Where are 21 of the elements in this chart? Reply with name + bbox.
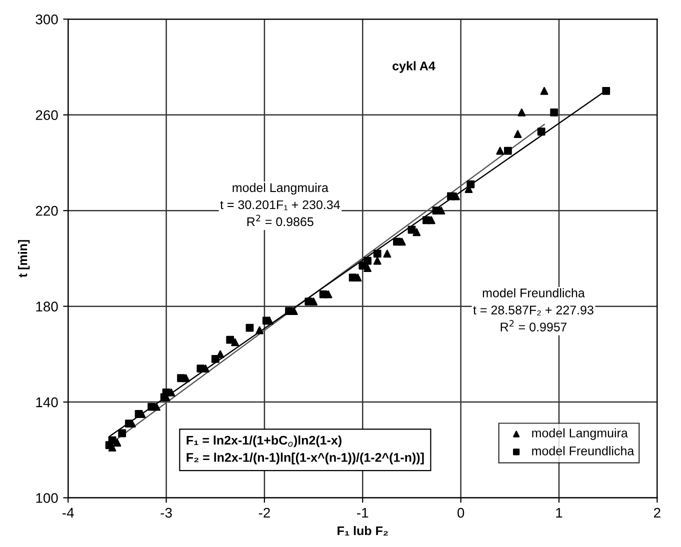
annotation: cykl A4 bbox=[392, 61, 436, 73]
y-tick-label: 260 bbox=[36, 110, 58, 120]
y-tick-label: 140 bbox=[36, 397, 58, 408]
annotation: F₁ = ln2x-1/(1+bC$_{o}$)ln2(1-x) F₂ = ln2x-1/(n-1)ln[(1-x^(n-1))/(1-2^(1-n))] bbox=[186, 435, 424, 464]
annotation: model Langmuira t = 30.201F₁ + 230.34 R$^{2}$ = 0.9865 bbox=[220, 182, 340, 226]
x-tick-label: 2 bbox=[654, 508, 660, 518]
x-tick-label: -2 bbox=[258, 508, 270, 518]
x-tick-label: -4 bbox=[62, 508, 74, 518]
y-axis-title: t [min] bbox=[18, 240, 30, 278]
y-tick-label: 300 bbox=[36, 14, 58, 24]
x-axis-title: F₁ lub F₂ bbox=[338, 526, 388, 536]
x-tick-label: -1 bbox=[357, 508, 368, 518]
x-tick-label: 0 bbox=[457, 508, 464, 518]
y-tick-label: 180 bbox=[36, 302, 58, 312]
y-tick-label: 100 bbox=[36, 493, 58, 503]
annotation: model Freundlicha t = 28.587F₂ + 227.93 R$^{2}$ = 0.9957 bbox=[473, 288, 594, 332]
legend-label: model Langmuira bbox=[532, 428, 628, 440]
x-tick-label: -3 bbox=[160, 508, 172, 518]
legend-label: model Freundlicha bbox=[532, 446, 634, 456]
x-tick-label: 1 bbox=[556, 508, 562, 518]
y-tick-label: 220 bbox=[36, 206, 58, 216]
